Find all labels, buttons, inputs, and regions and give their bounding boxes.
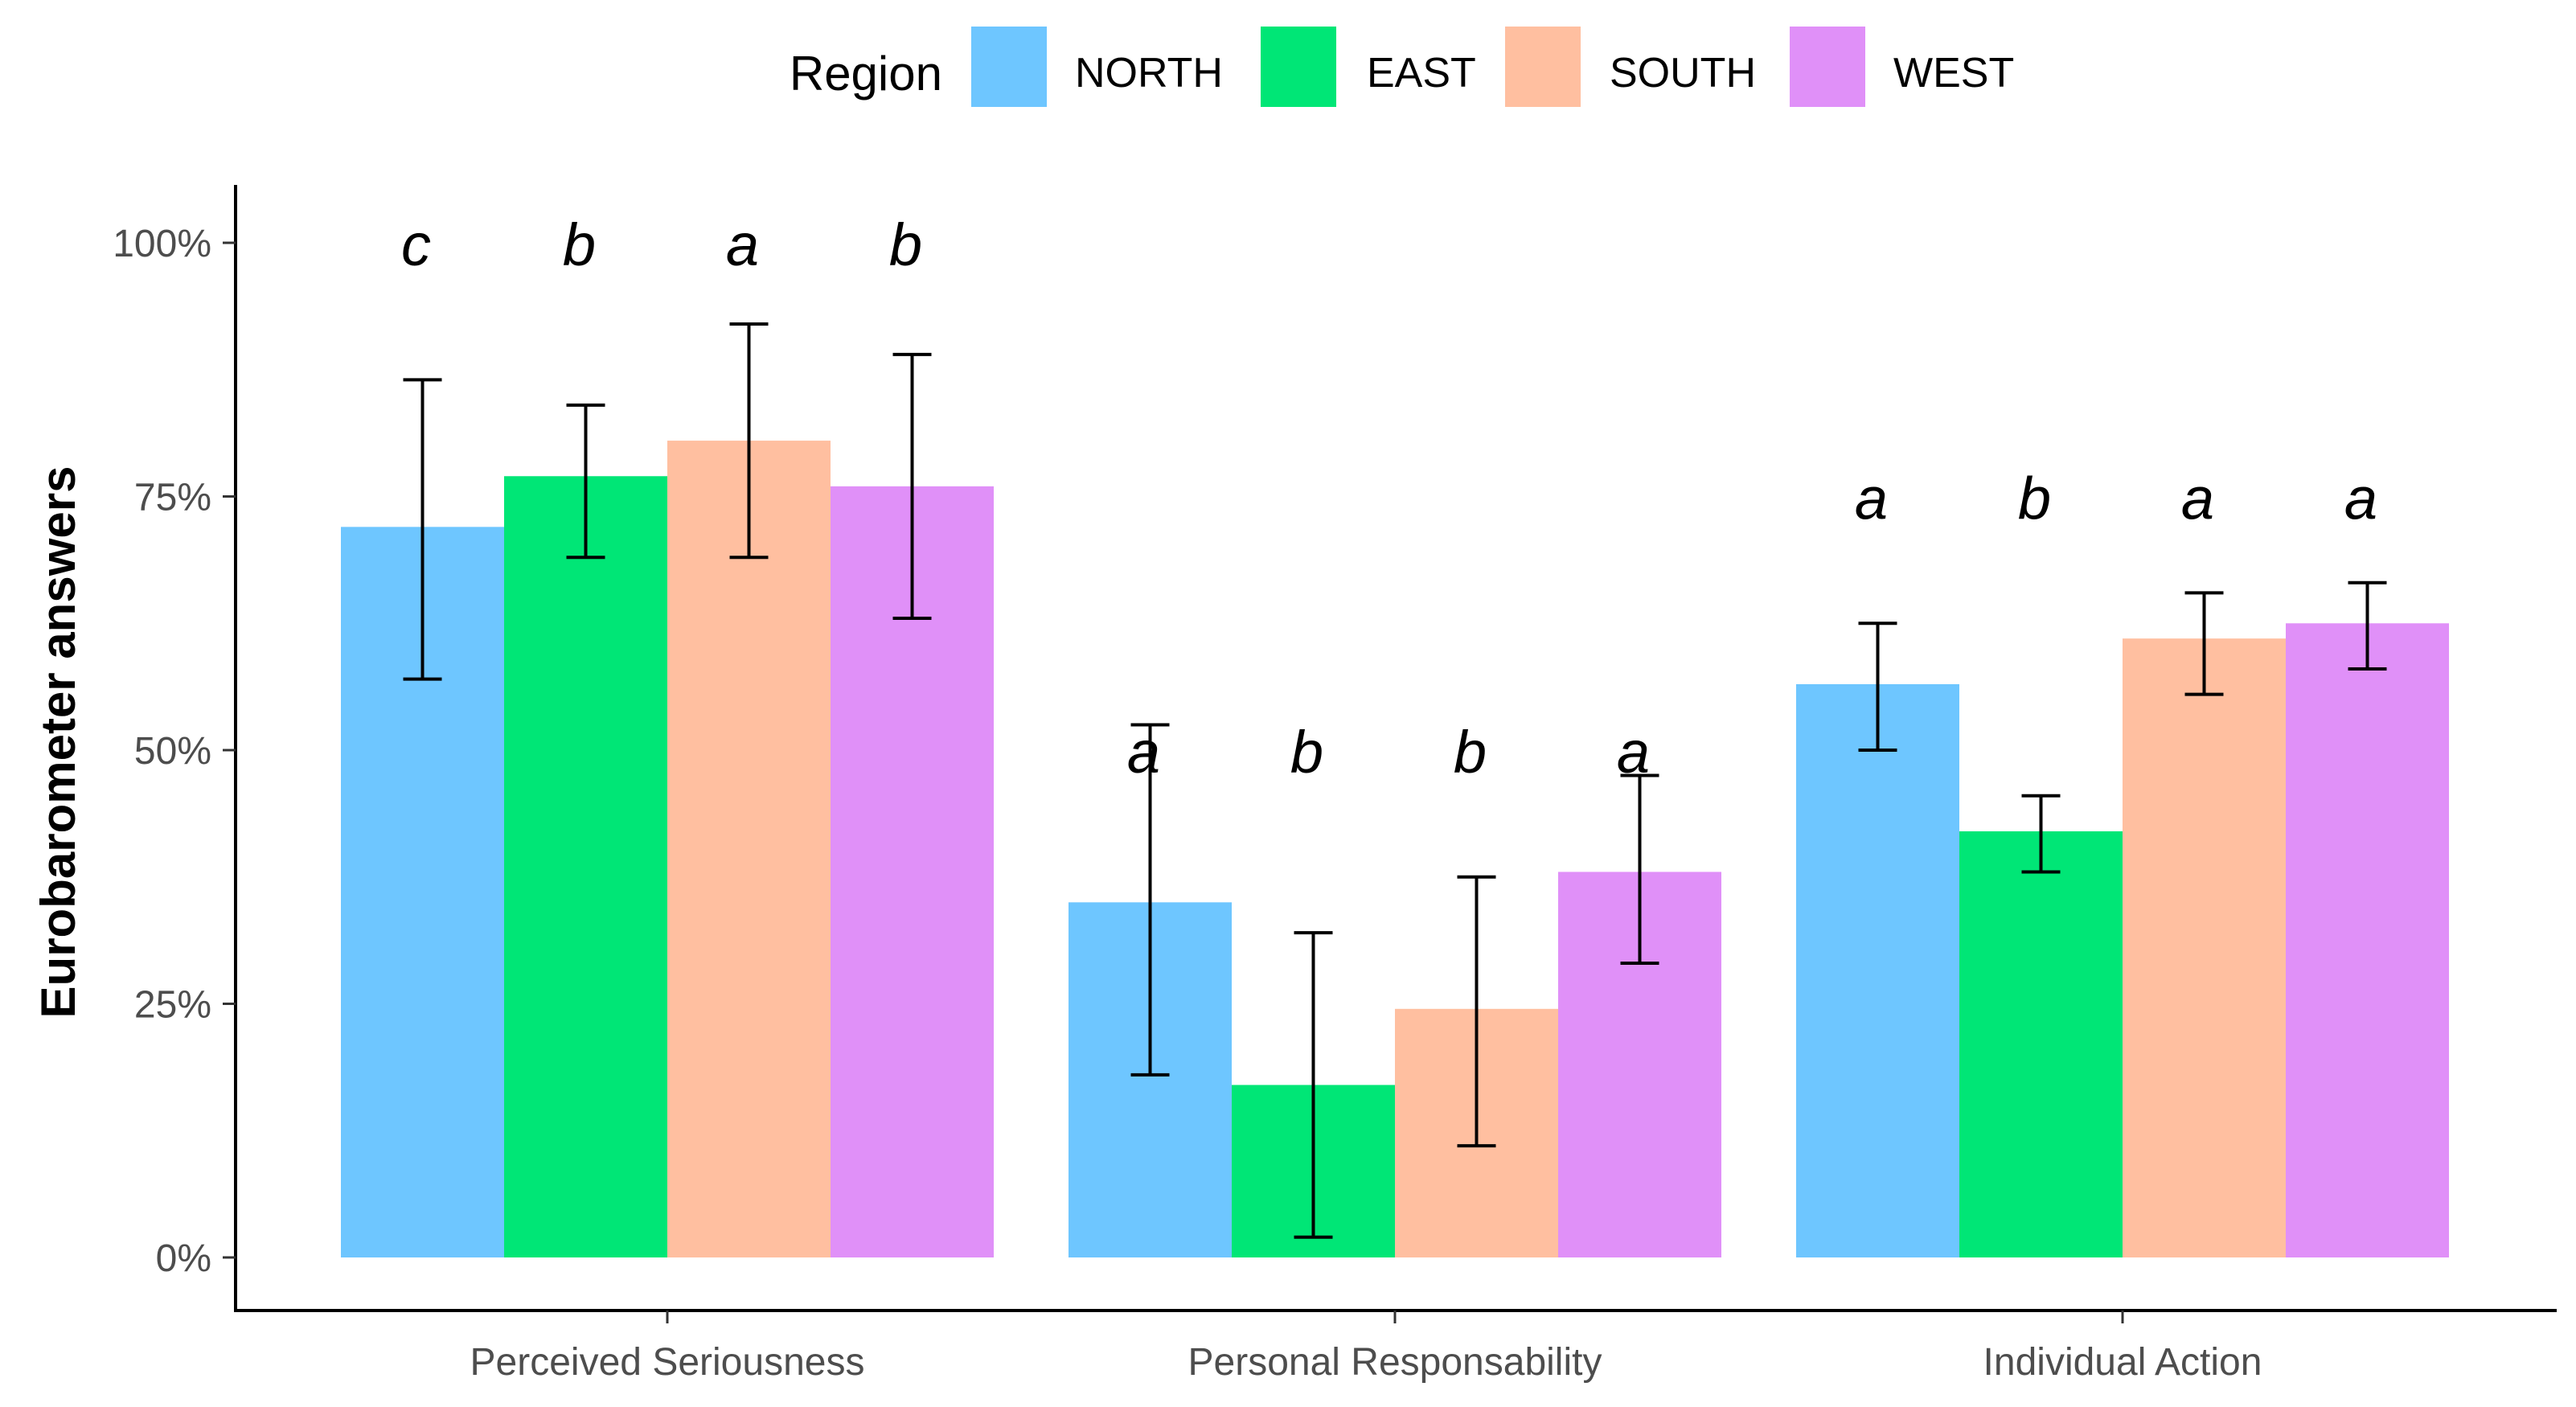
error-bar-south-perceived-seriousness (729, 322, 769, 560)
error-bar-east-individual-action (2021, 794, 2061, 874)
y-tick-label: 0% (156, 1237, 211, 1280)
legend-key-west (1790, 27, 1865, 107)
bars (341, 441, 2449, 1257)
significance-letter-north-perceived-seriousness: c (401, 211, 431, 278)
significance-letters: c b a b a b b a a b a a (401, 211, 2377, 786)
significance-letter-north-personal-responsability: a (1127, 719, 1160, 786)
legend-label-north: NORTH (1075, 50, 1223, 96)
significance-letter-east-individual-action: b (2018, 466, 2051, 532)
error-bar-north-personal-responsability (1130, 723, 1170, 1077)
x-tick-label-individual-action: Individual Action (1983, 1341, 2262, 1384)
bar-south-perceived-seriousness (667, 441, 831, 1257)
y-tick-label: 75% (134, 477, 211, 519)
x-tick-label-personal-responsability: Personal Responsability (1188, 1341, 1602, 1384)
legend-title: Region (790, 47, 942, 100)
error-bars (403, 322, 2387, 1239)
significance-letter-west-individual-action: a (2344, 466, 2377, 532)
y-tick-label: 50% (134, 730, 211, 773)
error-bar-west-individual-action (2348, 580, 2387, 671)
error-bar-south-individual-action (2184, 591, 2224, 696)
y-tick-label: 100% (113, 223, 211, 265)
significance-letter-south-perceived-seriousness: a (726, 211, 759, 278)
error-bar-west-personal-responsability (1620, 773, 1659, 966)
y-tick-label: 25% (134, 984, 211, 1027)
legend-key-east (1261, 27, 1336, 107)
error-bar-north-individual-action (1858, 621, 1897, 752)
significance-letter-south-individual-action: a (2181, 466, 2214, 532)
axes: 0% 25% 50% 75% 100% Perceived Seriousness Pers… (31, 185, 2557, 1384)
legend-label-east: EAST (1367, 50, 1476, 96)
error-bar-east-perceived-seriousness (566, 403, 605, 560)
significance-letter-east-perceived-seriousness: b (563, 211, 596, 278)
significance-letter-west-personal-responsability: a (1617, 719, 1650, 786)
error-bar-east-personal-responsability (1294, 931, 1333, 1239)
legend: Region NORTH EAST SOUTH WEST (790, 27, 2014, 107)
bar-east-perceived-seriousness (504, 476, 667, 1257)
significance-letter-north-individual-action: a (1855, 466, 1888, 532)
y-axis-label: Eurobarometer answers (31, 466, 85, 1019)
bar-west-individual-action (2286, 623, 2449, 1257)
bar-east-individual-action (1959, 831, 2123, 1257)
significance-letter-east-personal-responsability: b (1290, 719, 1323, 786)
error-bar-south-personal-responsability (1457, 875, 1496, 1148)
significance-letter-south-personal-responsability: b (1454, 719, 1487, 786)
bar-south-individual-action (2123, 638, 2286, 1257)
significance-letter-west-perceived-seriousness: b (889, 211, 922, 278)
bar-north-individual-action (1796, 683, 1959, 1257)
legend-key-north (971, 27, 1047, 107)
legend-label-south: SOUTH (1610, 50, 1756, 96)
error-bar-north-perceived-seriousness (403, 378, 442, 681)
legend-label-west: WEST (1893, 50, 2014, 96)
legend-key-south (1505, 27, 1581, 107)
x-tick-label-perceived-seriousness: Perceived Seriousness (470, 1341, 865, 1384)
error-bar-west-perceived-seriousness (892, 352, 932, 620)
